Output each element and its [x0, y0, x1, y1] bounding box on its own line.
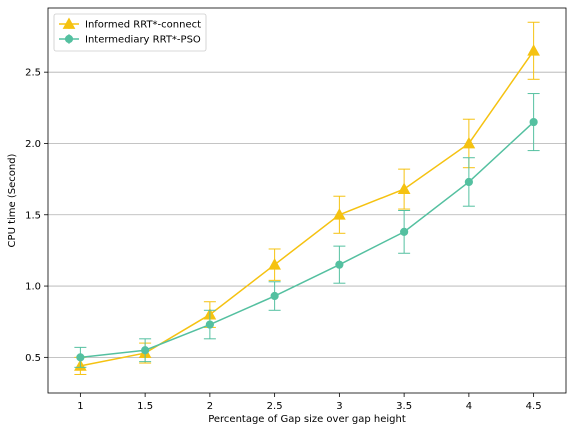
data-point [271, 292, 278, 299]
data-point [530, 118, 537, 125]
y-tick-label: 0.5 [25, 353, 41, 364]
legend-label: Informed RRT*-connect [85, 20, 201, 31]
data-point [401, 228, 408, 235]
x-axis-label: Percentage of Gap size over gap height [208, 414, 406, 425]
legend-marker [65, 35, 72, 42]
y-tick-label: 2.5 [25, 68, 41, 79]
y-axis-label: CPU time (Second) [7, 153, 18, 247]
x-tick-label: 3.5 [396, 401, 412, 412]
data-point [142, 347, 149, 354]
x-tick-label: 4.5 [526, 401, 542, 412]
y-tick-label: 1.5 [25, 210, 41, 221]
legend-label: Intermediary RRT*-PSO [85, 35, 201, 46]
x-tick-label: 3 [336, 401, 342, 412]
data-point [336, 261, 343, 268]
data-point [206, 321, 213, 328]
x-tick-label: 1 [77, 401, 83, 412]
x-tick-label: 1.5 [137, 401, 153, 412]
legend: Informed RRT*-connect Intermediary RRT*-P… [54, 14, 206, 51]
data-point [77, 354, 84, 361]
y-tick-label: 2.0 [25, 139, 41, 150]
data-point [465, 178, 472, 185]
y-tick-label: 1.0 [25, 282, 41, 293]
x-tick-label: 2.5 [267, 401, 283, 412]
x-tick-label: 4 [466, 401, 472, 412]
x-tick-label: 2 [207, 401, 213, 412]
